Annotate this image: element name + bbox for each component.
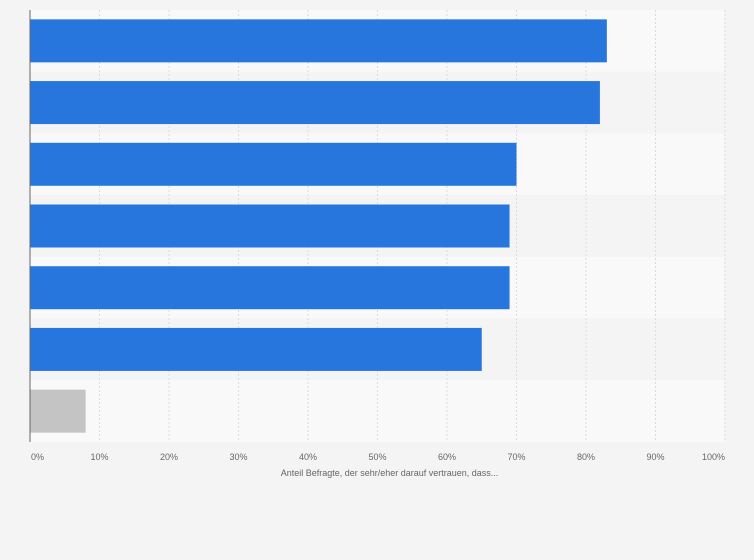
bars — [30, 19, 607, 433]
x-tick-label: 70% — [507, 452, 525, 462]
x-tick-label: 30% — [229, 452, 247, 462]
x-tick-label: 50% — [368, 452, 386, 462]
bar[interactable] — [30, 266, 510, 310]
x-tick-label: 80% — [577, 452, 595, 462]
x-tick-label: 100% — [702, 452, 725, 462]
x-tick-label: 10% — [90, 452, 108, 462]
bar[interactable] — [30, 19, 607, 63]
x-tick-label: 20% — [160, 452, 178, 462]
bar[interactable] — [30, 81, 600, 125]
x-tick-label: 60% — [438, 452, 456, 462]
bar[interactable] — [30, 389, 86, 433]
bar[interactable] — [30, 142, 517, 186]
x-axis-ticks: 0% 10% 20% 30% 40% 50% 60% 70% 80% 90% 100% — [31, 452, 725, 462]
bar[interactable] — [30, 327, 482, 371]
x-axis-title: Anteil Befragte, der sehr/eher darauf ve… — [281, 468, 499, 478]
x-tick-label: 90% — [646, 452, 664, 462]
x-tick-label: 0% — [31, 452, 44, 462]
x-tick-label: 40% — [299, 452, 317, 462]
bar[interactable] — [30, 204, 510, 248]
